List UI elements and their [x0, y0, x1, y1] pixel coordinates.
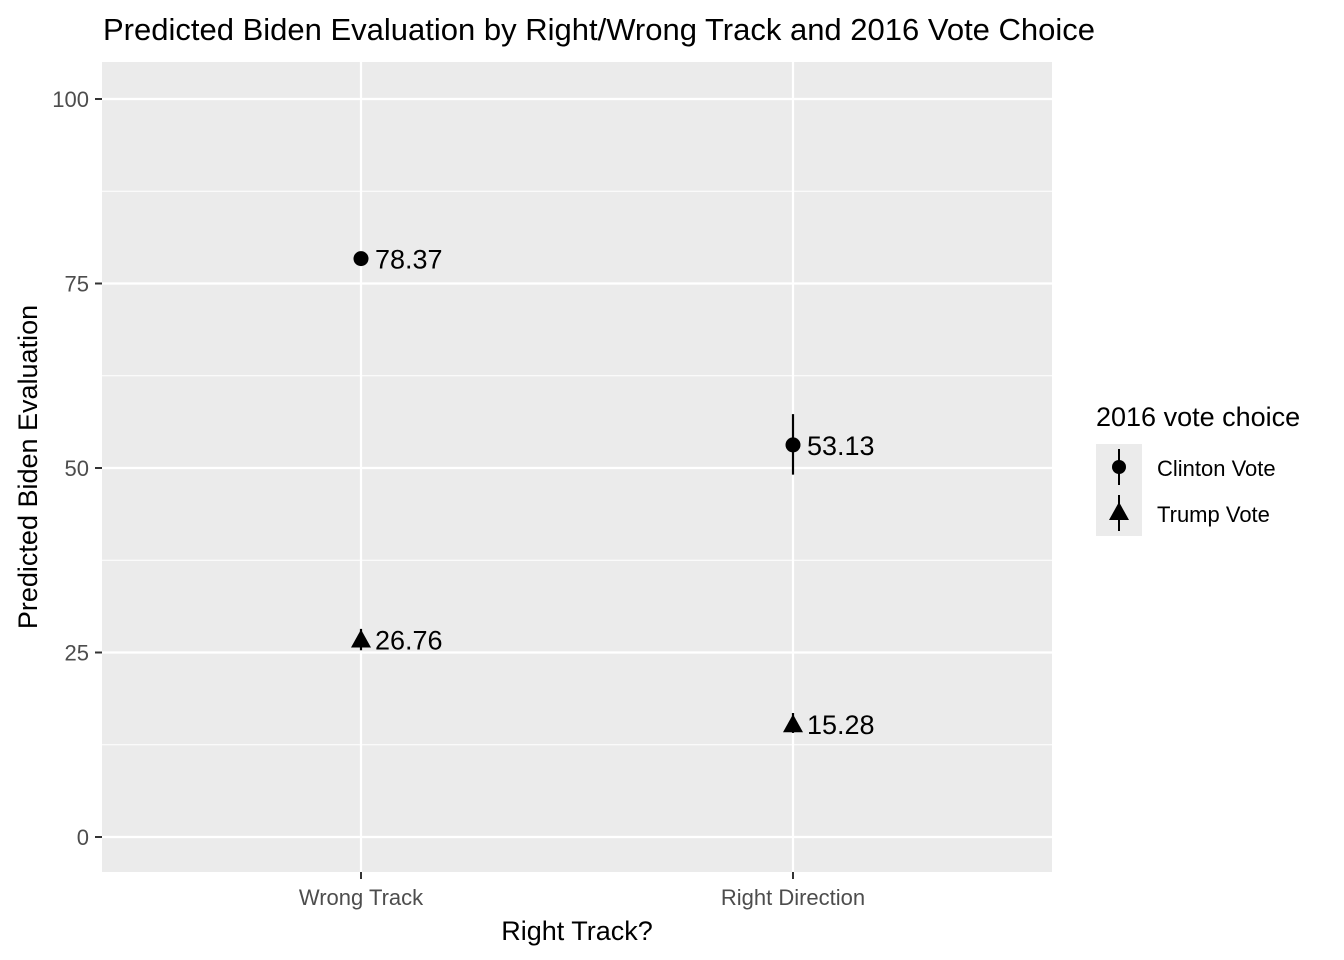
- data-label: 78.37: [375, 245, 443, 275]
- data-label: 26.76: [375, 626, 443, 656]
- legend: 2016 vote choice Clinton Vote Trump Vote: [1096, 402, 1300, 536]
- y-tick-label: 0: [77, 825, 89, 850]
- y-tick-label: 75: [65, 272, 89, 297]
- legend-label-clinton: Clinton Vote: [1157, 456, 1276, 481]
- data-label: 15.28: [807, 710, 875, 740]
- x-axis-title: Right Track?: [501, 916, 653, 946]
- y-tick-label: 50: [65, 456, 89, 481]
- point-clinton-vote: [353, 251, 369, 267]
- x-tick-label: Wrong Track: [299, 885, 424, 910]
- point-trump-vote: [351, 629, 371, 648]
- y-axis-title: Predicted Biden Evaluation: [13, 305, 43, 629]
- x-tick-label: Right Direction: [721, 885, 865, 910]
- legend-label-trump: Trump Vote: [1157, 502, 1270, 527]
- legend-triangle-icon: [1109, 502, 1129, 520]
- chart-title: Predicted Biden Evaluation by Right/Wron…: [103, 12, 1095, 47]
- data-label: 53.13: [807, 431, 875, 461]
- y-tick-label: 100: [52, 87, 89, 112]
- point-trump-vote: [783, 714, 803, 733]
- y-tick-label: 25: [65, 641, 89, 666]
- legend-circle-icon: [1112, 460, 1126, 474]
- point-clinton-vote: [785, 437, 801, 453]
- legend-title: 2016 vote choice: [1096, 402, 1300, 432]
